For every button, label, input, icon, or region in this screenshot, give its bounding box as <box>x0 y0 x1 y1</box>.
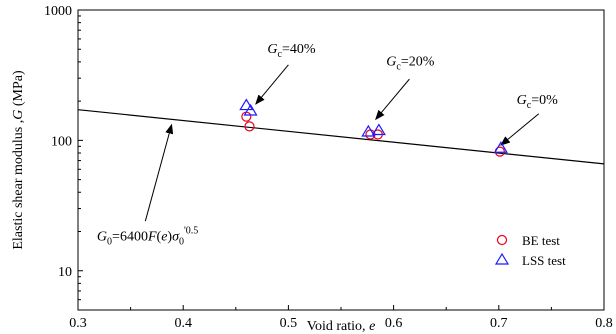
annotation-label: Gc=20% <box>386 55 434 73</box>
x-tick-label: 0.4 <box>174 316 192 331</box>
annotation-value: =0% <box>531 93 558 108</box>
x-axis-title: Void ratio, e <box>307 319 376 334</box>
eq-sigma-sub: 0 <box>179 237 184 248</box>
y-axis-title: Elastic shear modulus ,G (MPa) <box>11 70 26 250</box>
legend-label-be: BE test <box>522 233 560 248</box>
point-lss-test <box>361 124 376 137</box>
annotations: Gc=40%Gc=20%Gc=0% <box>255 42 558 146</box>
annotation-label: Gc=40% <box>267 42 315 60</box>
legend-marker-be <box>496 234 508 246</box>
eq-sigma-sup: '0.5 <box>184 226 198 237</box>
point-be-test <box>241 111 252 122</box>
eq-coef: =6400 <box>112 230 148 245</box>
annotation-arrow <box>255 64 289 105</box>
point-lss-test <box>239 98 254 111</box>
y-axis-title-text: Elastic shear modulus , <box>11 120 26 250</box>
y-tick-label: 100 <box>51 134 72 149</box>
annotation-var: G <box>267 42 277 57</box>
x-axis-title-text: Void ratio, <box>307 319 369 334</box>
annotation-sub: c <box>527 100 532 111</box>
y-axis-title-unit: (MPa) <box>11 70 26 110</box>
x-tick-label: 0.6 <box>385 316 403 331</box>
x-tick-label: 0.7 <box>490 316 508 331</box>
equation-arrow <box>144 123 174 222</box>
x-tick-label: 0.3 <box>69 316 87 331</box>
annotation-sub: c <box>277 49 282 60</box>
annotation-value: =20% <box>401 55 435 70</box>
legend: BE test LSS test <box>494 233 566 268</box>
annotation-sub: c <box>396 62 401 73</box>
x-axis: 0.3 0.4 0.5 0.6 0.7 0.8 <box>69 305 613 331</box>
equation-label: G0=6400F(e)σ0'0.5 <box>97 226 198 248</box>
x-tick-label: 0.5 <box>280 316 298 331</box>
y-axis-title-var: G <box>11 110 26 120</box>
x-tick-label: 0.8 <box>595 316 613 331</box>
annotation-arrow <box>375 78 410 121</box>
x-axis-title-var: e <box>369 319 375 334</box>
y-tick-label: 10 <box>58 265 72 280</box>
eq-sigma: σ <box>172 230 180 245</box>
point-lss-test <box>371 123 386 136</box>
y-tick-label: 1000 <box>44 4 72 19</box>
annotation-arrow <box>500 113 540 146</box>
data-points <box>239 98 508 157</box>
annotation-label: Gc=0% <box>517 93 558 111</box>
fit-line <box>77 109 605 165</box>
point-lss-test <box>243 103 258 116</box>
eq-g0-var: G <box>97 230 107 245</box>
eq-paren-open: ( <box>157 230 162 245</box>
y-axis: 10 100 1000 <box>44 4 83 311</box>
annotation-var: G <box>517 93 527 108</box>
legend-marker-lss <box>494 252 510 265</box>
legend-label-lss: LSS test <box>522 253 566 268</box>
annotation-value: =40% <box>282 42 316 57</box>
eq-g0-sub: 0 <box>107 237 112 248</box>
eq-e: e <box>161 230 167 245</box>
point-lss-test <box>493 141 508 153</box>
eq-f: F <box>147 230 157 245</box>
eq-paren-close: ) <box>167 230 172 245</box>
point-be-test <box>244 121 255 132</box>
annotation-var: G <box>386 55 396 70</box>
